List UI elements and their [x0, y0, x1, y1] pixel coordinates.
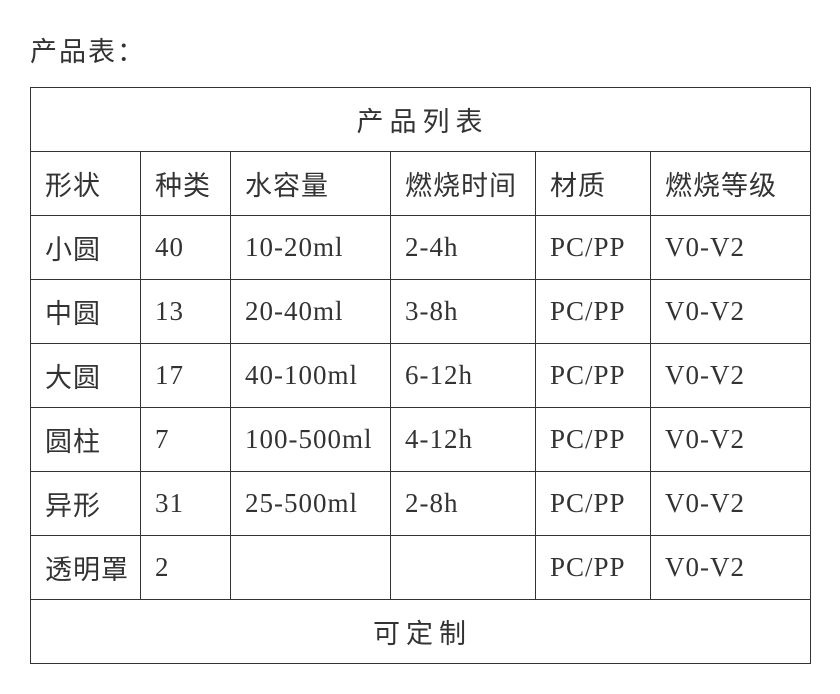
page-container: 产品表： 产品列表 形状 种类 水容量 燃烧时间 材质 燃烧等级 小圆 40 1… [0, 0, 840, 694]
cell-grade: V0-V2 [651, 280, 811, 344]
cell-capacity: 10-20ml [231, 216, 391, 280]
cell-shape: 异形 [31, 472, 141, 536]
col-header-material: 材质 [536, 152, 651, 216]
col-header-grade: 燃烧等级 [651, 152, 811, 216]
table-row: 中圆 13 20-40ml 3-8h PC/PP V0-V2 [31, 280, 811, 344]
cell-grade: V0-V2 [651, 216, 811, 280]
cell-shape: 透明罩 [31, 536, 141, 600]
table-title-cell: 产品列表 [31, 88, 811, 152]
cell-burntime: 4-12h [391, 408, 536, 472]
cell-type: 40 [141, 216, 231, 280]
table-title-row: 产品列表 [31, 88, 811, 152]
table-heading: 产品表： [30, 30, 810, 69]
product-table: 产品列表 形状 种类 水容量 燃烧时间 材质 燃烧等级 小圆 40 10-20m… [30, 87, 811, 664]
cell-burntime: 6-12h [391, 344, 536, 408]
cell-grade: V0-V2 [651, 408, 811, 472]
cell-grade: V0-V2 [651, 536, 811, 600]
cell-burntime [391, 536, 536, 600]
table-header-row: 形状 种类 水容量 燃烧时间 材质 燃烧等级 [31, 152, 811, 216]
col-header-capacity: 水容量 [231, 152, 391, 216]
table-footer-cell: 可定制 [31, 600, 811, 664]
cell-grade: V0-V2 [651, 344, 811, 408]
col-header-shape: 形状 [31, 152, 141, 216]
cell-burntime: 2-8h [391, 472, 536, 536]
table-row: 圆柱 7 100-500ml 4-12h PC/PP V0-V2 [31, 408, 811, 472]
cell-capacity: 25-500ml [231, 472, 391, 536]
cell-type: 2 [141, 536, 231, 600]
cell-shape: 小圆 [31, 216, 141, 280]
cell-capacity: 40-100ml [231, 344, 391, 408]
col-header-type: 种类 [141, 152, 231, 216]
cell-material: PC/PP [536, 408, 651, 472]
cell-burntime: 3-8h [391, 280, 536, 344]
table-row: 异形 31 25-500ml 2-8h PC/PP V0-V2 [31, 472, 811, 536]
cell-grade: V0-V2 [651, 472, 811, 536]
cell-material: PC/PP [536, 216, 651, 280]
table-row: 小圆 40 10-20ml 2-4h PC/PP V0-V2 [31, 216, 811, 280]
cell-shape: 圆柱 [31, 408, 141, 472]
table-row: 透明罩 2 PC/PP V0-V2 [31, 536, 811, 600]
cell-material: PC/PP [536, 536, 651, 600]
cell-type: 17 [141, 344, 231, 408]
cell-capacity: 20-40ml [231, 280, 391, 344]
table-footer-row: 可定制 [31, 600, 811, 664]
cell-type: 31 [141, 472, 231, 536]
cell-capacity: 100-500ml [231, 408, 391, 472]
table-row: 大圆 17 40-100ml 6-12h PC/PP V0-V2 [31, 344, 811, 408]
cell-type: 7 [141, 408, 231, 472]
cell-type: 13 [141, 280, 231, 344]
cell-material: PC/PP [536, 280, 651, 344]
col-header-burntime: 燃烧时间 [391, 152, 536, 216]
cell-shape: 中圆 [31, 280, 141, 344]
cell-material: PC/PP [536, 344, 651, 408]
cell-burntime: 2-4h [391, 216, 536, 280]
cell-shape: 大圆 [31, 344, 141, 408]
cell-material: PC/PP [536, 472, 651, 536]
cell-capacity [231, 536, 391, 600]
